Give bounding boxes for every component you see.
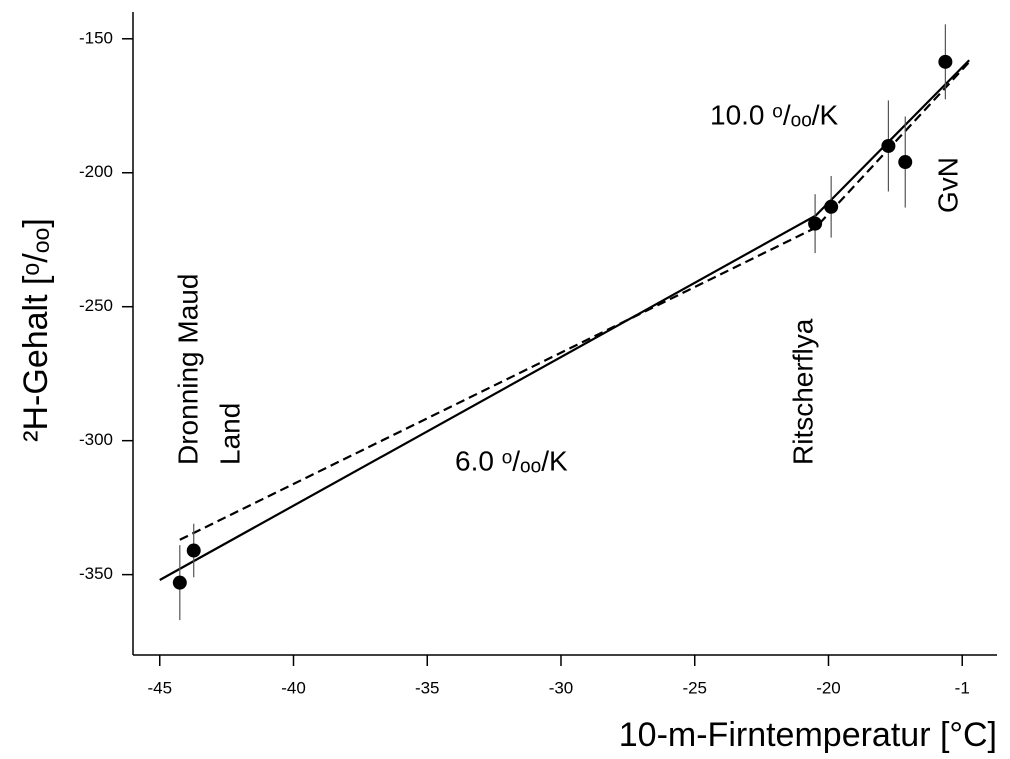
annotation: GvN	[932, 157, 963, 213]
annotation: 10.0 ᵒ/ₒₒ/K	[710, 99, 839, 130]
data-point	[808, 216, 823, 231]
fit-line	[159, 59, 970, 581]
data-point	[824, 199, 839, 214]
fit-line	[179, 61, 970, 541]
data-point	[938, 54, 953, 69]
x-tick-label: -1	[955, 678, 970, 697]
annotation: 6.0 ᵒ/ₒₒ/K	[455, 445, 568, 476]
y-tick-label: -150	[79, 28, 113, 47]
x-tick-label: -40	[281, 678, 306, 697]
annotation: Dronning Maud	[172, 274, 203, 465]
x-tick-label: -20	[816, 678, 841, 697]
x-tick-label: -45	[147, 678, 172, 697]
y-tick-label: -250	[79, 296, 113, 315]
data-point	[881, 138, 896, 153]
y-axis-label: ²H-Gehalt [ᵒ/ₒₒ]	[17, 218, 55, 442]
y-tick-label: -350	[79, 564, 113, 583]
x-tick-label: -25	[682, 678, 707, 697]
x-tick-label: -30	[549, 678, 574, 697]
data-point	[172, 575, 187, 590]
x-tick-label: -35	[415, 678, 440, 697]
data-point	[898, 155, 913, 170]
y-tick-label: -200	[79, 162, 113, 181]
annotation: Land	[214, 403, 245, 465]
data-point	[186, 543, 201, 558]
y-tick-label: -300	[79, 430, 113, 449]
x-axis-label: 10-m-Firntemperatur [°C]	[619, 716, 997, 754]
annotation: Ritscherflya	[787, 318, 818, 465]
